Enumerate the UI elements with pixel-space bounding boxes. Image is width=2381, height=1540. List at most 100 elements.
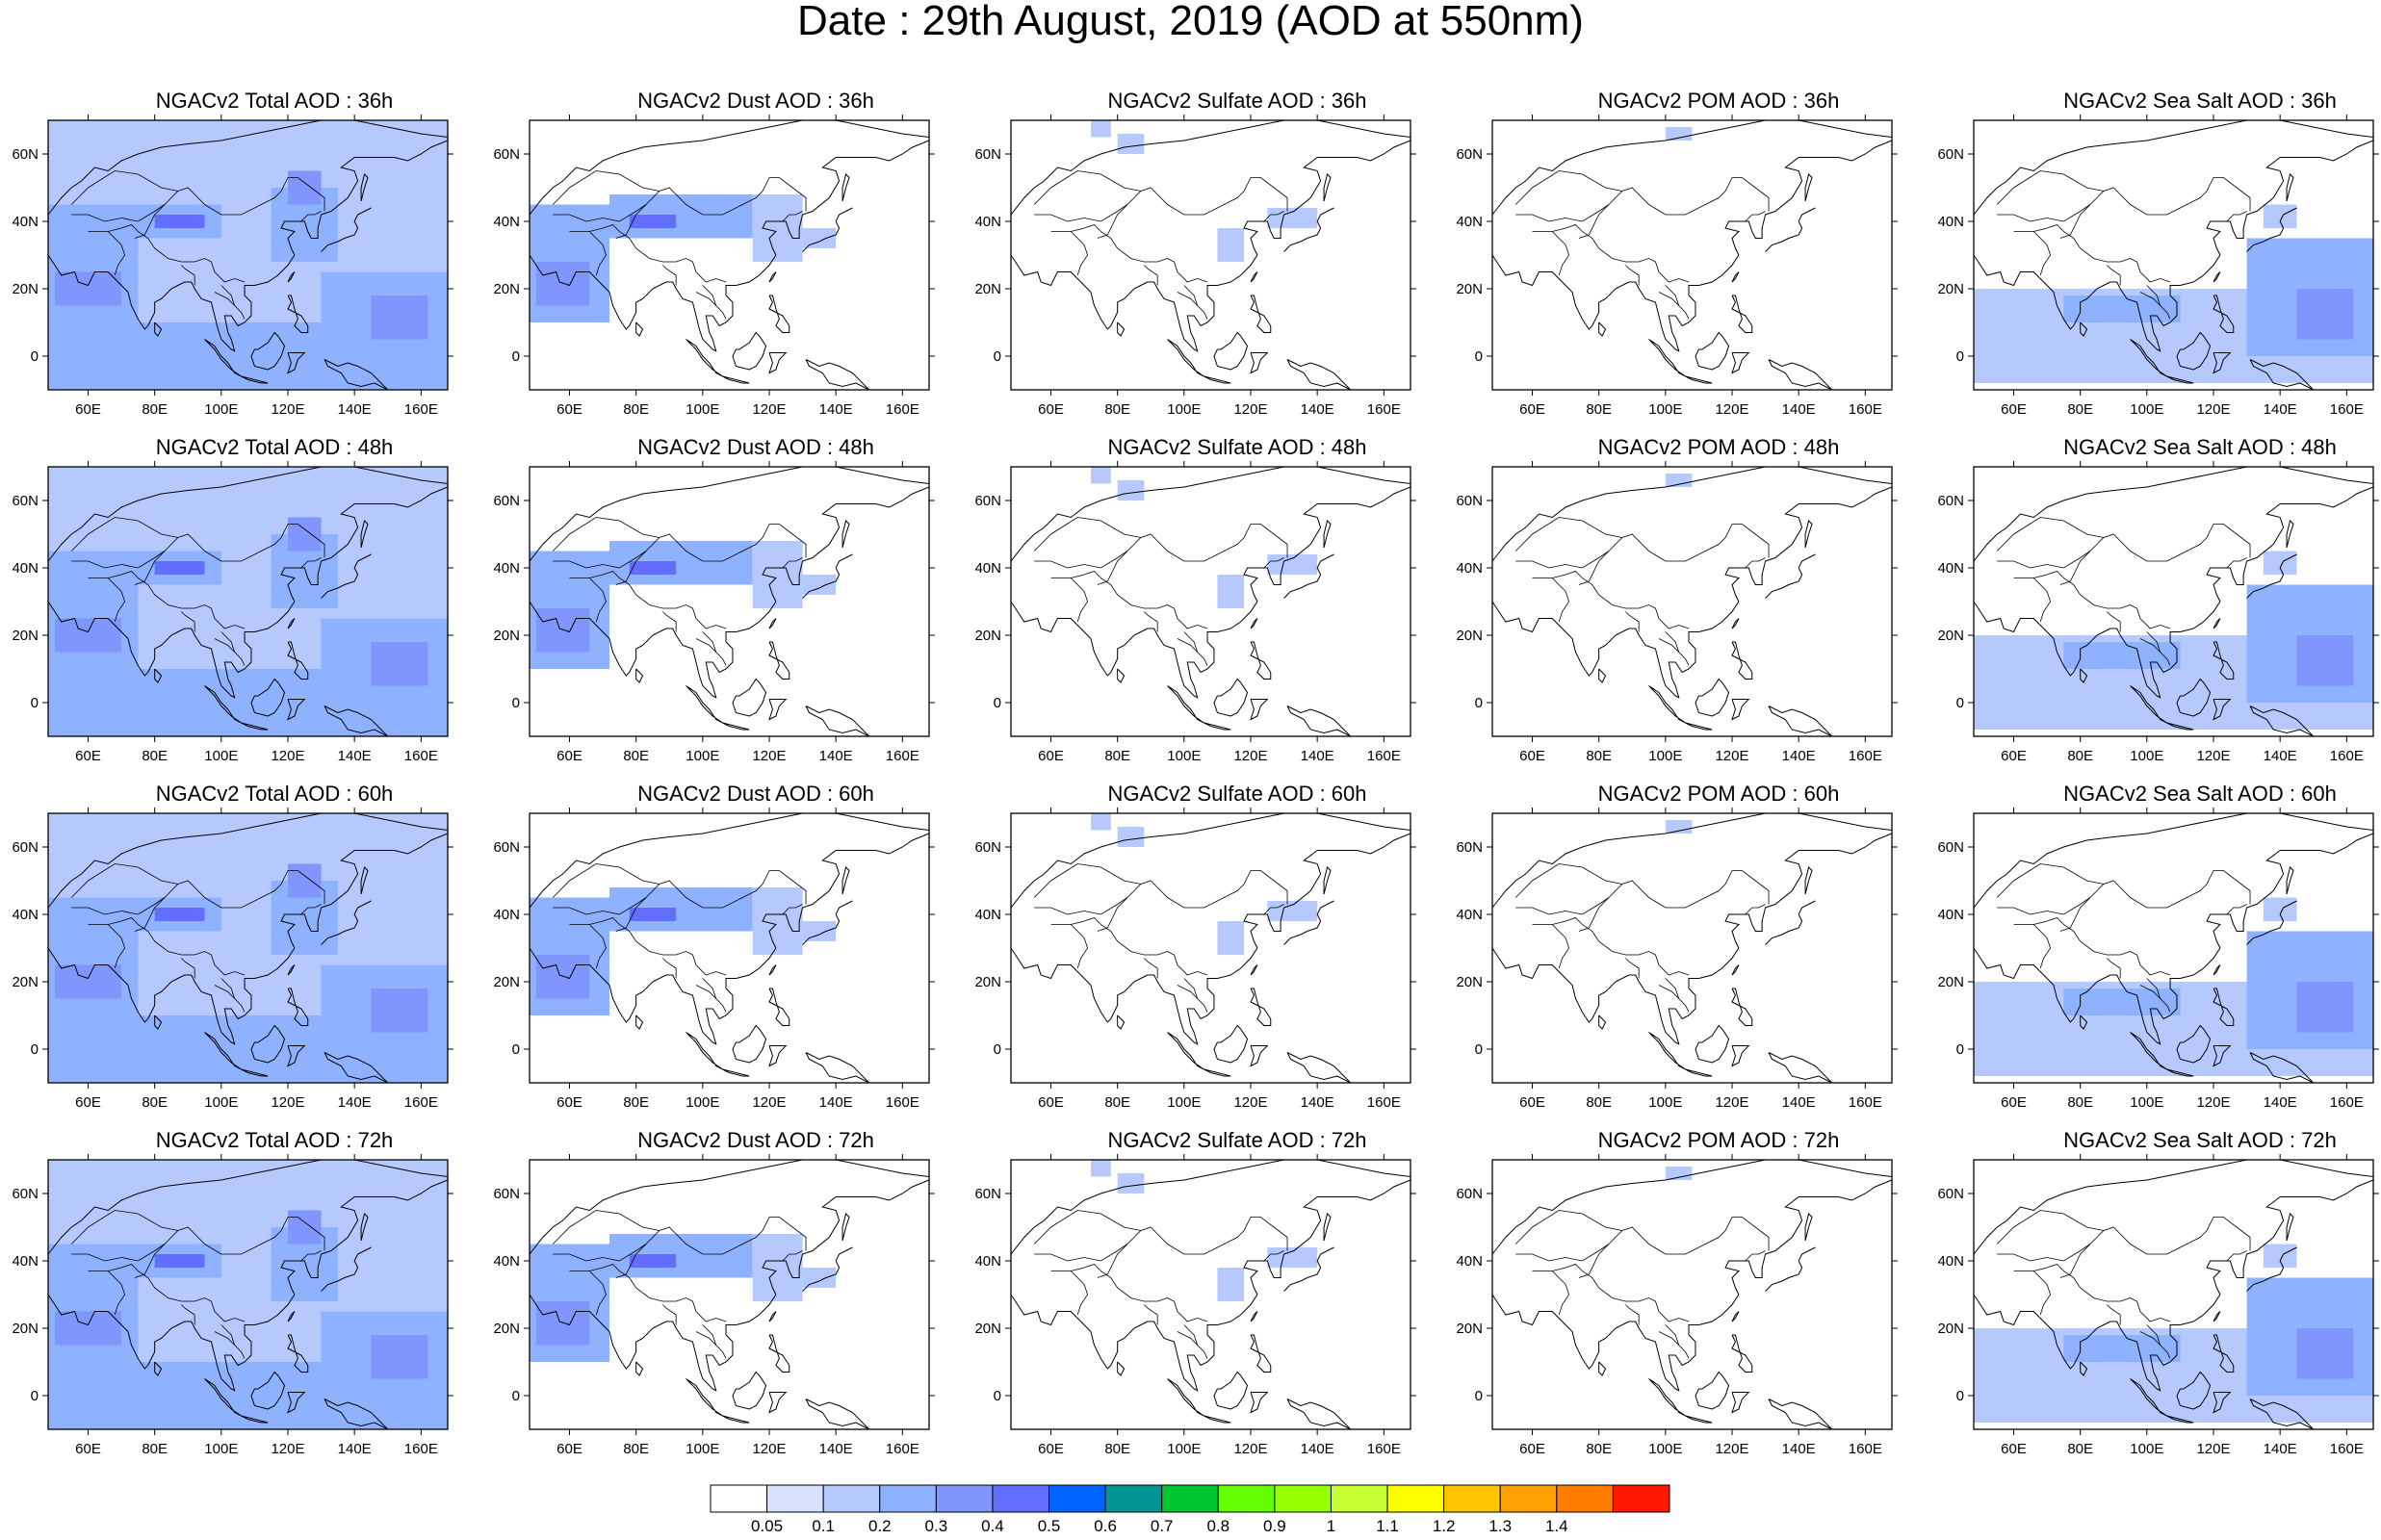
country-border — [702, 631, 727, 666]
x-tick-label: 80E — [2067, 401, 2093, 418]
aod-field — [54, 618, 122, 653]
aod-field — [2263, 1244, 2297, 1268]
coastline — [360, 520, 369, 549]
x-tick-label: 120E — [752, 1441, 786, 1457]
aod-field — [786, 1268, 837, 1288]
y-tick-label: 60N — [974, 146, 1001, 163]
country-border — [1658, 1331, 1679, 1346]
coastline — [2176, 1024, 2212, 1064]
x-tick-label: 80E — [1586, 1094, 1612, 1111]
aod-field — [1217, 575, 1245, 608]
coastline — [1323, 520, 1332, 549]
coastline — [2213, 1392, 2232, 1414]
coastline — [48, 486, 448, 699]
y-tick-label: 20N — [1937, 1321, 1964, 1337]
country-border — [1070, 578, 1088, 623]
map-frame — [1010, 119, 1411, 391]
country-border — [569, 1264, 727, 1322]
x-tick-label: 160E — [1367, 1441, 1401, 1457]
x-tick-label: 100E — [1167, 1094, 1201, 1111]
map-plot: 60E 80E 100E 120E 140E 160E 60N 40N 20N 0 — [493, 808, 935, 1111]
x-tick-label: 140E — [338, 748, 372, 764]
country-border — [1070, 1270, 1088, 1316]
x-tick-label: 160E — [886, 1441, 919, 1457]
x-tick-label: 160E — [2330, 1094, 2364, 1111]
country-border — [1745, 211, 1766, 222]
country-border — [2139, 1331, 2161, 1346]
coastline — [324, 706, 389, 736]
y-tick-label: 0 — [512, 1388, 520, 1404]
map-frame — [1010, 1159, 1411, 1430]
colorbar-label: 0.9 — [1263, 1517, 1286, 1535]
coastline — [287, 988, 309, 1026]
country-border — [1034, 1244, 1128, 1262]
x-tick-label: 100E — [1167, 748, 1201, 764]
country-border — [70, 170, 178, 205]
aod-field — [1267, 208, 1318, 228]
coastline — [768, 618, 777, 629]
y-tick-label: 60N — [974, 1186, 1001, 1202]
y-tick-label: 0 — [1475, 348, 1483, 365]
country-border — [1514, 170, 1622, 205]
panel-title: NGACv2 POM AOD : 48h — [1597, 435, 1840, 459]
coastline — [154, 1361, 163, 1376]
aod-field — [1665, 127, 1693, 141]
country-border — [2226, 211, 2247, 222]
x-tick-label: 60E — [556, 401, 582, 418]
aod-field — [2063, 988, 2181, 1015]
map-panel: NGACv2 Dust AOD : 60h 60E 80E 100E 120E 140E 1… — [493, 780, 982, 1111]
map-panel: NGACv2 Sulfate AOD : 72h 60E 80E 100E 120E 14… — [974, 1126, 1463, 1457]
x-tick-label: 80E — [2067, 1094, 2093, 1111]
x-tick-label: 100E — [686, 748, 719, 764]
country-border — [1745, 1250, 1766, 1262]
country-border — [569, 571, 727, 629]
country-border — [1050, 917, 1208, 976]
x-tick-label: 120E — [271, 748, 304, 764]
x-tick-label: 120E — [2196, 1441, 2230, 1457]
country-border — [2032, 1270, 2051, 1316]
x-tick-label: 160E — [404, 1094, 438, 1111]
map-plot: 60E 80E 100E 120E 140E 160E 60N 40N 20N 0 — [493, 1154, 935, 1457]
country-border — [1625, 1304, 1640, 1325]
x-tick-label: 80E — [2067, 748, 2093, 764]
y-tick-label: 20N — [974, 974, 1001, 990]
x-tick-label: 120E — [271, 401, 304, 418]
aod-field — [288, 863, 322, 898]
colorbar-swatch — [822, 1484, 881, 1513]
country-border — [70, 517, 178, 552]
colorbar-label: 0.8 — [1206, 1517, 1229, 1535]
country-border — [2059, 524, 2251, 585]
coastline — [768, 699, 788, 721]
country-border — [1034, 204, 1128, 222]
x-tick-label: 140E — [1301, 1094, 1334, 1111]
coastline — [48, 1160, 448, 1255]
coastline — [635, 668, 644, 683]
coastline — [1685, 375, 1713, 384]
map-frame — [1010, 466, 1411, 737]
panel-title: NGACv2 Sulfate AOD : 60h — [1107, 782, 1367, 806]
coastline — [768, 1311, 777, 1322]
colorbar-label: 0.7 — [1151, 1517, 1174, 1535]
aod-field — [535, 1301, 590, 1346]
coastline — [2166, 1068, 2194, 1077]
country-border — [107, 924, 125, 969]
country-border — [588, 231, 607, 276]
aod-field — [2296, 982, 2354, 1033]
coastline — [250, 331, 286, 371]
coastline — [1731, 1045, 1750, 1067]
coastline — [324, 1052, 389, 1083]
y-tick-label: 40N — [974, 214, 1001, 230]
x-tick-label: 80E — [142, 748, 168, 764]
coastline — [2080, 321, 2088, 337]
x-tick-label: 80E — [623, 1441, 649, 1457]
map-panel: NGACv2 Sea Salt AOD : 36h 60E 80E 100E 120E 1… — [1937, 87, 2381, 418]
aod-field — [1091, 1160, 1111, 1177]
x-tick-label: 140E — [2264, 401, 2297, 418]
y-tick-label: 40N — [493, 214, 520, 230]
country-border — [702, 285, 727, 320]
colorbar-swatch — [1161, 1484, 1219, 1513]
x-tick-label: 60E — [556, 1441, 582, 1457]
country-border — [615, 177, 807, 239]
panel-title: NGACv2 Dust AOD : 60h — [637, 782, 874, 806]
map-panel: NGACv2 Dust AOD : 36h 60E 80E 100E 120E 140E 1… — [493, 87, 982, 418]
